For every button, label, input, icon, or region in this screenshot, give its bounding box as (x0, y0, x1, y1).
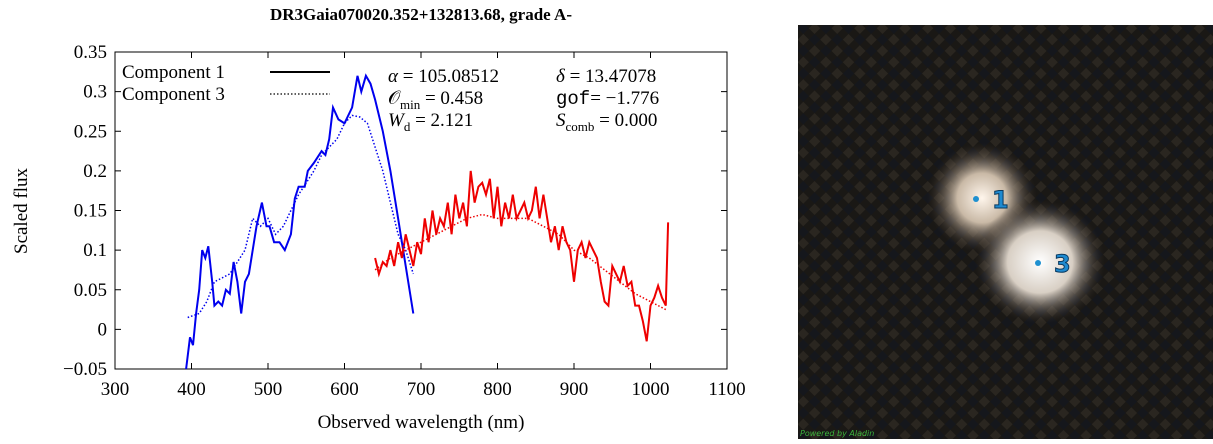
annotation: gof= −1.776 (556, 88, 659, 110)
data-line (187, 114, 415, 319)
x-tick-label: 500 (254, 379, 283, 400)
legend-label: Component 1 (122, 62, 225, 83)
annotation: 𝒪min = 0.458 (388, 88, 483, 112)
annotation: δ = 13.47078 (556, 66, 656, 87)
data-line (374, 213, 667, 311)
x-axis-label: Observed wavelength (nm) (318, 412, 525, 433)
data-line (374, 170, 670, 342)
source-label: 1 (992, 186, 1009, 214)
annotation-value: = −1.776 (590, 88, 659, 109)
x-tick-label: 700 (407, 379, 436, 400)
annotation: α = 105.08512 (388, 66, 499, 87)
annotation-value: = 105.08512 (398, 66, 499, 87)
annotation-subscript: min (400, 97, 421, 112)
source-marker (1035, 260, 1041, 266)
x-tick-label: 1000 (632, 379, 670, 400)
y-tick-label: 0.2 (83, 161, 107, 182)
annotation-subscript: d (404, 119, 411, 134)
source-marker (973, 196, 979, 202)
sky-image: 1 3 Powered by Aladin (798, 25, 1213, 439)
y-axis-label: Scaled flux (11, 168, 32, 255)
annotation-symbol: S (556, 110, 566, 131)
y-tick-label: 0.25 (74, 121, 107, 142)
x-tick-label: 300 (101, 379, 130, 400)
annotation-symbol: gof (556, 88, 590, 110)
x-tick-label: 1100 (708, 379, 745, 400)
y-tick-label: 0 (98, 319, 108, 340)
data-line (185, 73, 415, 370)
annotation-symbol: W (388, 110, 406, 131)
y-tick-label: −0.05 (63, 359, 107, 380)
annotation-symbol: 𝒪 (388, 88, 402, 110)
legend-label: Component 3 (122, 84, 225, 105)
y-tick-label: 0.35 (74, 42, 107, 63)
chart-title: DR3Gaia070020.352+132813.68, grade A- (270, 5, 572, 24)
credit: Powered by Aladin (800, 429, 874, 438)
annotation-value: = 0.000 (594, 110, 657, 131)
x-tick-label: 900 (560, 379, 589, 400)
y-tick-label: 0.15 (74, 201, 107, 222)
annotation-subscript: comb (566, 119, 595, 134)
annotation-value: = 13.47078 (565, 66, 656, 87)
annotation: Scomb = 0.000 (556, 110, 657, 134)
source-label: 3 (1054, 250, 1071, 278)
annotation-symbol: δ (556, 66, 566, 87)
x-tick-label: 400 (177, 379, 206, 400)
x-tick-label: 600 (330, 379, 359, 400)
y-tick-label: 0.3 (83, 82, 107, 103)
annotation-symbol: α (388, 66, 399, 87)
annotation-value: = 0.458 (420, 88, 483, 109)
x-tick-label: 800 (483, 379, 512, 400)
annotation: Wd = 2.121 (388, 110, 473, 134)
y-tick-label: 0.05 (74, 280, 107, 301)
y-tick-label: 0.1 (83, 240, 107, 261)
annotation-value: = 2.121 (410, 110, 473, 131)
